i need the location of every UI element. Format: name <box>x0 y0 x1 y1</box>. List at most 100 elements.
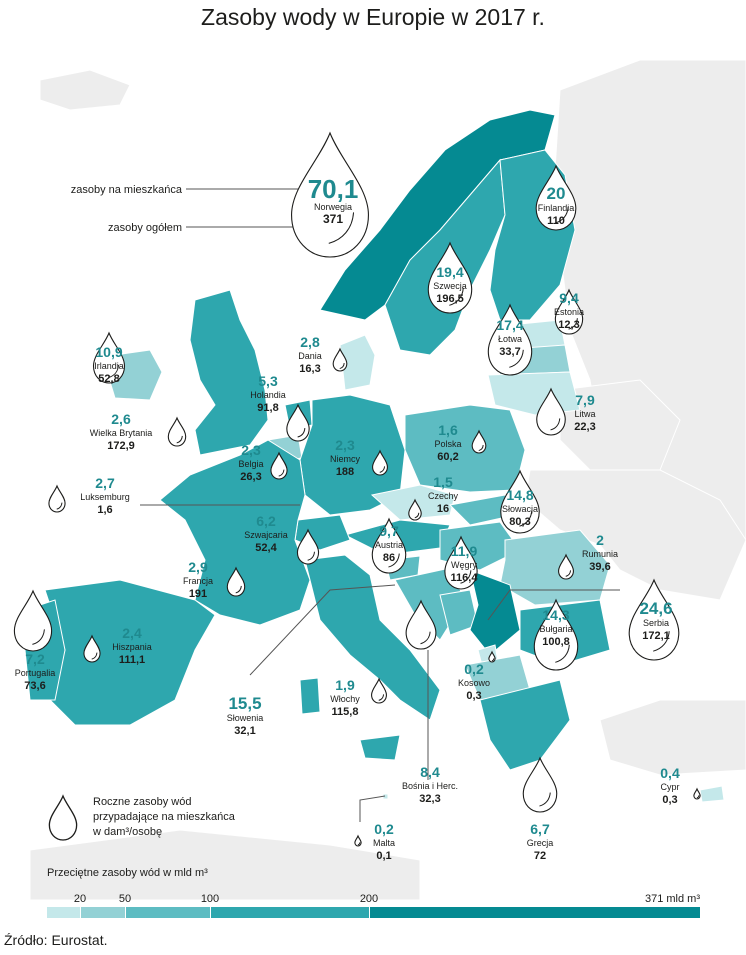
per-capita-estonia: 9,4 <box>559 290 579 306</box>
per-capita-szwecja: 19,4 <box>436 264 463 280</box>
drop-holandia <box>287 405 309 441</box>
total-estonia: 12,3 <box>558 319 579 331</box>
drop-hiszpania <box>84 636 100 662</box>
total-kosowo: 0,3 <box>466 690 481 702</box>
legend-drop-icon <box>49 796 76 840</box>
drop-highlight-portugalia <box>32 629 45 645</box>
total-malta: 0,1 <box>376 850 391 862</box>
per-capita-kosowo: 0,2 <box>464 661 484 677</box>
total-bosnia-i-herc: 32,3 <box>419 793 440 805</box>
country-name-portugalia: Portugalia <box>15 668 56 678</box>
per-capita-luksemburg: 2,7 <box>95 475 115 491</box>
drop-highlight-belgia <box>278 469 285 477</box>
drop-highlight-serbia <box>653 631 670 652</box>
drop-highlight-czechy <box>414 512 420 519</box>
total-wlochy: 115,8 <box>332 706 359 718</box>
legend-drop-line-1: Roczne zasoby wód <box>93 796 191 808</box>
per-capita-rumunia: 2 <box>596 532 604 548</box>
country-name-grecja: Grecja <box>527 838 554 848</box>
drop-cypr <box>694 789 700 799</box>
drop-kosowo <box>489 652 495 662</box>
legend-swatch-4 <box>211 907 369 918</box>
per-capita-slowenia: 15,5 <box>228 694 261 713</box>
land-north-africa <box>29 829 421 901</box>
country-name-niemcy: Niemcy <box>330 454 361 464</box>
drop-highlight-hiszpania <box>91 652 98 660</box>
drop-lotwa <box>488 305 531 375</box>
drop-highlight-lotwa <box>509 349 524 368</box>
region-sardinia <box>299 677 321 715</box>
drop-slowenia <box>406 601 436 649</box>
drop-highlight-norwegia <box>328 212 355 244</box>
country-name-malta: Malta <box>373 838 395 848</box>
background-land <box>29 59 746 901</box>
country-name-slowenia: Słowenia <box>227 713 264 723</box>
country-name-dania: Dania <box>298 351 322 361</box>
drop-highlight-kosowo <box>491 658 495 662</box>
total-bulgaria: 100,8 <box>542 636 570 648</box>
drop-highlight-szwecja <box>449 287 464 306</box>
country-name-francja: Francja <box>183 576 213 586</box>
country-name-wegry: Węgry <box>451 560 478 570</box>
country-name-norwegia: Norwegia <box>314 202 352 212</box>
country-name-bulgaria: Bułgaria <box>539 624 572 634</box>
drop-norwegia <box>292 133 369 257</box>
legend-tick-50: 50 <box>119 893 131 905</box>
source-note: Źródło: Eurostat. <box>4 932 108 948</box>
legend-tick-200: 200 <box>360 893 378 905</box>
country-name-belgia: Belgia <box>238 459 263 469</box>
per-capita-niemcy: 2,3 <box>335 437 355 453</box>
legend-tick-100: 100 <box>201 893 219 905</box>
drop-belgia <box>271 453 287 479</box>
drop-rumunia <box>559 555 574 579</box>
per-capita-cypr: 0,4 <box>660 765 680 781</box>
drop-highlight-dania <box>339 363 345 370</box>
total-holandia: 91,8 <box>257 402 278 414</box>
drop-estonia <box>555 290 582 334</box>
per-capita-slowacja: 14,8 <box>506 487 533 503</box>
per-capita-portugalia: 7,2 <box>25 651 45 667</box>
per-capita-holandia: 5,3 <box>258 373 278 389</box>
drop-highlight-austria <box>388 553 400 568</box>
total-cypr: 0,3 <box>662 794 677 806</box>
total-norwegia: 371 <box>323 212 343 226</box>
per-capita-szwajcaria: 6,2 <box>256 513 276 529</box>
per-capita-bulgaria: 14,3 <box>542 607 569 623</box>
drop-highlight-luksemburg <box>56 502 63 510</box>
drop-highlight-francja <box>235 585 242 594</box>
total-rumunia: 39,6 <box>589 561 610 573</box>
drop-niemcy <box>373 451 388 475</box>
total-lotwa: 33,7 <box>499 346 520 358</box>
per-capita-litwa: 7,9 <box>575 392 595 408</box>
drop-highlight-grecja <box>539 792 551 807</box>
total-grecja: 72 <box>534 850 546 862</box>
drop-highlight-litwa <box>550 418 561 431</box>
per-capita-polska: 1,6 <box>438 422 458 438</box>
per-capita-wegry: 11,9 <box>451 543 478 559</box>
country-name-rumunia: Rumunia <box>582 549 618 559</box>
drop-highlight-malta <box>357 842 361 846</box>
country-name-polska: Polska <box>434 439 461 449</box>
drop-wegry <box>445 537 477 589</box>
drop-highlight-szwajcaria <box>307 551 315 561</box>
drop-wielka-brytania <box>168 418 185 446</box>
country-name-szwecja: Szwecja <box>433 281 467 291</box>
total-wegry: 116,4 <box>451 572 479 584</box>
drop-francja <box>227 568 244 596</box>
per-capita-francja: 2,9 <box>188 559 208 575</box>
country-name-kosowo: Kosowo <box>458 678 490 688</box>
country-name-wlochy: Włochy <box>330 694 360 704</box>
region-germany <box>299 394 406 516</box>
drop-highlight-wielka-brytania <box>176 435 183 444</box>
per-capita-malta: 0,2 <box>374 821 394 837</box>
total-hiszpania: 111,1 <box>119 654 145 666</box>
region-romania <box>499 529 611 606</box>
total-dania: 16,3 <box>299 363 320 375</box>
region-spain <box>44 579 216 726</box>
drop-austria <box>372 519 405 573</box>
countries <box>24 109 725 803</box>
legend-drop-line-2: przypadające na mieszkańca <box>93 811 236 823</box>
per-capita-serbia: 24,6 <box>639 599 672 618</box>
